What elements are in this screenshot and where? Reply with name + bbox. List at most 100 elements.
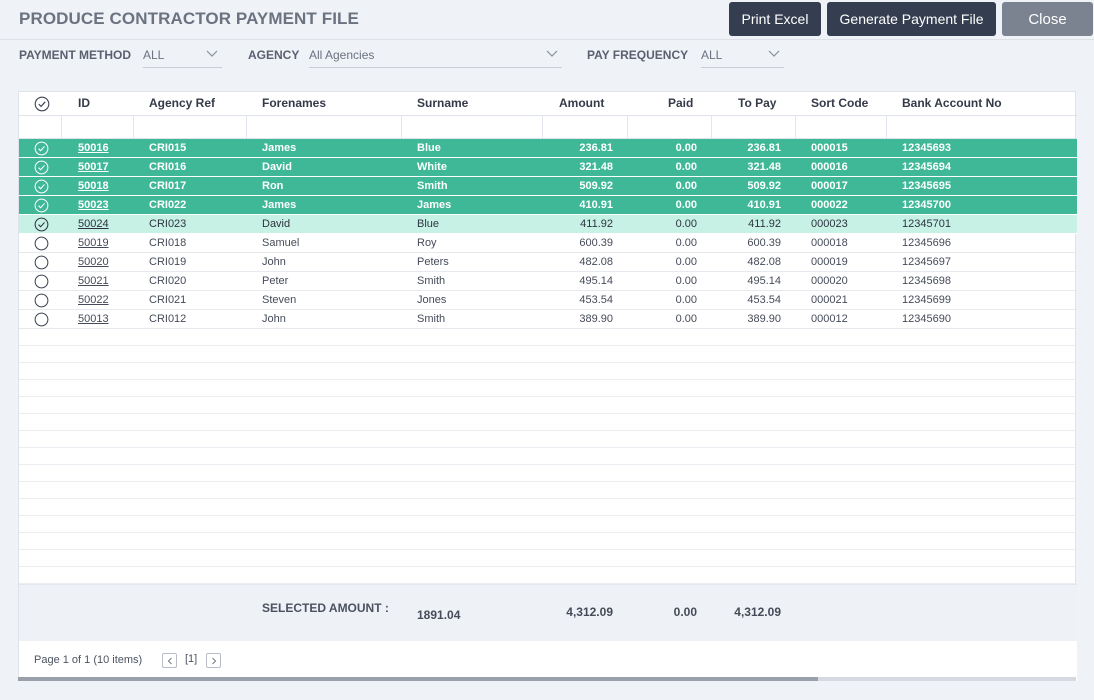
filter-cell-forenames[interactable] [247, 116, 402, 138]
cell-sort-code: 000019 [811, 256, 848, 268]
cell-forenames: David [262, 218, 291, 230]
unchecked-circle-icon[interactable] [34, 236, 49, 251]
cell-paid: 0.00 [675, 256, 697, 268]
close-button[interactable]: Close [1002, 2, 1093, 36]
filter-cell-sort-code[interactable] [796, 116, 887, 138]
cell-forenames: Ron [262, 180, 284, 192]
cell-forenames: Steven [262, 294, 297, 306]
cell-id[interactable]: 50020 [78, 256, 109, 268]
current-page[interactable]: [1] [185, 653, 198, 665]
column-header-paid[interactable]: Paid [668, 96, 694, 110]
unchecked-circle-icon[interactable] [34, 293, 49, 308]
cell-bank-account: 12345701 [902, 218, 951, 230]
summary-footer: SELECTED AMOUNT : 1891.04 4,312.09 0.00 … [19, 584, 1077, 641]
cell-id[interactable]: 50021 [78, 275, 109, 287]
column-header-sort-code[interactable]: Sort Code [811, 96, 869, 110]
cell-id[interactable]: 50018 [78, 180, 109, 192]
cell-paid: 0.00 [675, 180, 697, 192]
cell-surname: Smith [417, 275, 446, 287]
column-header-id[interactable]: ID [78, 96, 90, 110]
table-row[interactable]: 50020 CRI019 John Peters 482.08 0.00 482.08 000… [19, 253, 1077, 272]
agency-label: AGENCY [248, 48, 300, 62]
horizontal-scrollbar[interactable] [18, 677, 1076, 681]
filter-cell [19, 116, 62, 138]
checked-circle-icon[interactable] [34, 217, 49, 232]
checked-circle-icon[interactable] [34, 160, 49, 175]
cell-amount: 453.54 [579, 294, 613, 306]
page-header: PRODUCE CONTRACTOR PAYMENT FILE Print Ex… [0, 0, 1094, 40]
cell-bank-account: 12345700 [902, 199, 951, 211]
empty-row [19, 397, 1077, 414]
select-all-checkbox-icon[interactable] [34, 96, 50, 112]
table-row[interactable]: 50022 CRI021 Steven Jones 453.54 0.00 453.54 00… [19, 291, 1077, 310]
column-header-amount[interactable]: Amount [559, 96, 605, 110]
cell-id[interactable]: 50017 [78, 161, 109, 173]
prev-page-button[interactable] [162, 653, 177, 668]
filter-cell-amount[interactable] [543, 116, 628, 138]
table-row[interactable]: 50018 CRI017 Ron Smith 509.92 0.00 509.92 00001… [19, 177, 1077, 196]
contractor-grid: ID Agency Ref Forenames Surname Amount P… [18, 91, 1077, 681]
column-header-to-pay[interactable]: To Pay [738, 96, 777, 110]
cell-id[interactable]: 50013 [78, 313, 109, 325]
checked-circle-icon[interactable] [34, 141, 49, 156]
unchecked-circle-icon[interactable] [34, 255, 49, 270]
cell-to-pay: 600.39 [747, 237, 781, 249]
cell-id[interactable]: 50022 [78, 294, 109, 306]
cell-forenames: John [262, 313, 286, 325]
pager: Page 1 of 1 (10 items) [1] [19, 641, 1077, 681]
chevron-down-icon [546, 50, 558, 57]
cell-forenames: James [262, 199, 297, 211]
column-header-bank-account[interactable]: Bank Account No [902, 96, 1002, 110]
table-row[interactable]: 50021 CRI020 Peter Smith 495.14 0.00 495.14 000… [19, 272, 1077, 291]
table-row[interactable]: 50013 CRI012 John Smith 389.90 0.00 389.90 0000… [19, 310, 1077, 329]
cell-agency-ref: CRI015 [149, 142, 187, 154]
cell-to-pay: 321.48 [747, 161, 781, 173]
pay-frequency-select[interactable]: ALL [701, 45, 784, 68]
table-row[interactable]: 50019 CRI018 Samuel Roy 600.39 0.00 600.39 0000… [19, 234, 1077, 253]
unchecked-circle-icon[interactable] [34, 274, 49, 289]
cell-surname: Blue [417, 142, 441, 154]
column-header-surname[interactable]: Surname [417, 96, 469, 110]
cell-bank-account: 12345698 [902, 275, 951, 287]
filter-cell-to-pay[interactable] [712, 116, 796, 138]
filter-cell-agency-ref[interactable] [134, 116, 247, 138]
table-row[interactable]: 50024 CRI023 David Blue 411.92 0.00 411.92 0000… [19, 215, 1077, 234]
column-header-forenames[interactable]: Forenames [262, 96, 327, 110]
unchecked-circle-icon[interactable] [34, 312, 49, 327]
cell-amount: 482.08 [579, 256, 613, 268]
print-excel-button[interactable]: Print Excel [729, 2, 821, 36]
checked-circle-icon[interactable] [34, 179, 49, 194]
cell-id[interactable]: 50016 [78, 142, 109, 154]
cell-paid: 0.00 [675, 313, 697, 325]
next-page-button[interactable] [206, 653, 221, 668]
cell-sort-code: 000015 [811, 142, 848, 154]
cell-id[interactable]: 50023 [78, 199, 109, 211]
filter-cell-paid[interactable] [628, 116, 712, 138]
cell-surname: Smith [417, 180, 448, 192]
payment-method-label: PAYMENT METHOD [19, 48, 132, 62]
cell-id[interactable]: 50024 [78, 218, 109, 230]
chevron-right-icon [211, 657, 216, 664]
scrollbar-thumb[interactable] [18, 677, 818, 681]
cell-to-pay: 410.91 [747, 199, 781, 211]
paid-total: 0.00 [673, 605, 697, 619]
agency-value: All Agencies [309, 48, 375, 62]
payment-method-select[interactable]: ALL [143, 45, 222, 68]
cell-sort-code: 000020 [811, 275, 848, 287]
column-header-agency-ref[interactable]: Agency Ref [149, 96, 216, 110]
cell-forenames: John [262, 256, 286, 268]
cell-paid: 0.00 [675, 275, 697, 287]
filter-cell-bank-account[interactable] [887, 116, 1077, 138]
cell-amount: 389.90 [579, 313, 613, 325]
pay-frequency-label: PAY FREQUENCY [587, 48, 689, 62]
agency-select[interactable]: All Agencies [309, 45, 562, 68]
table-row[interactable]: 50017 CRI016 David White 321.48 0.00 321.48 000… [19, 158, 1077, 177]
checked-circle-icon[interactable] [34, 198, 49, 213]
cell-bank-account: 12345695 [902, 180, 951, 192]
table-row[interactable]: 50023 CRI022 James James 410.91 0.00 410.91 000… [19, 196, 1077, 215]
filter-cell-surname[interactable] [402, 116, 543, 138]
generate-payment-file-button[interactable]: Generate Payment File [827, 2, 996, 36]
table-row[interactable]: 50016 CRI015 James Blue 236.81 0.00 236.81 0000… [19, 139, 1077, 158]
filter-cell-id[interactable] [62, 116, 134, 138]
cell-id[interactable]: 50019 [78, 237, 109, 249]
